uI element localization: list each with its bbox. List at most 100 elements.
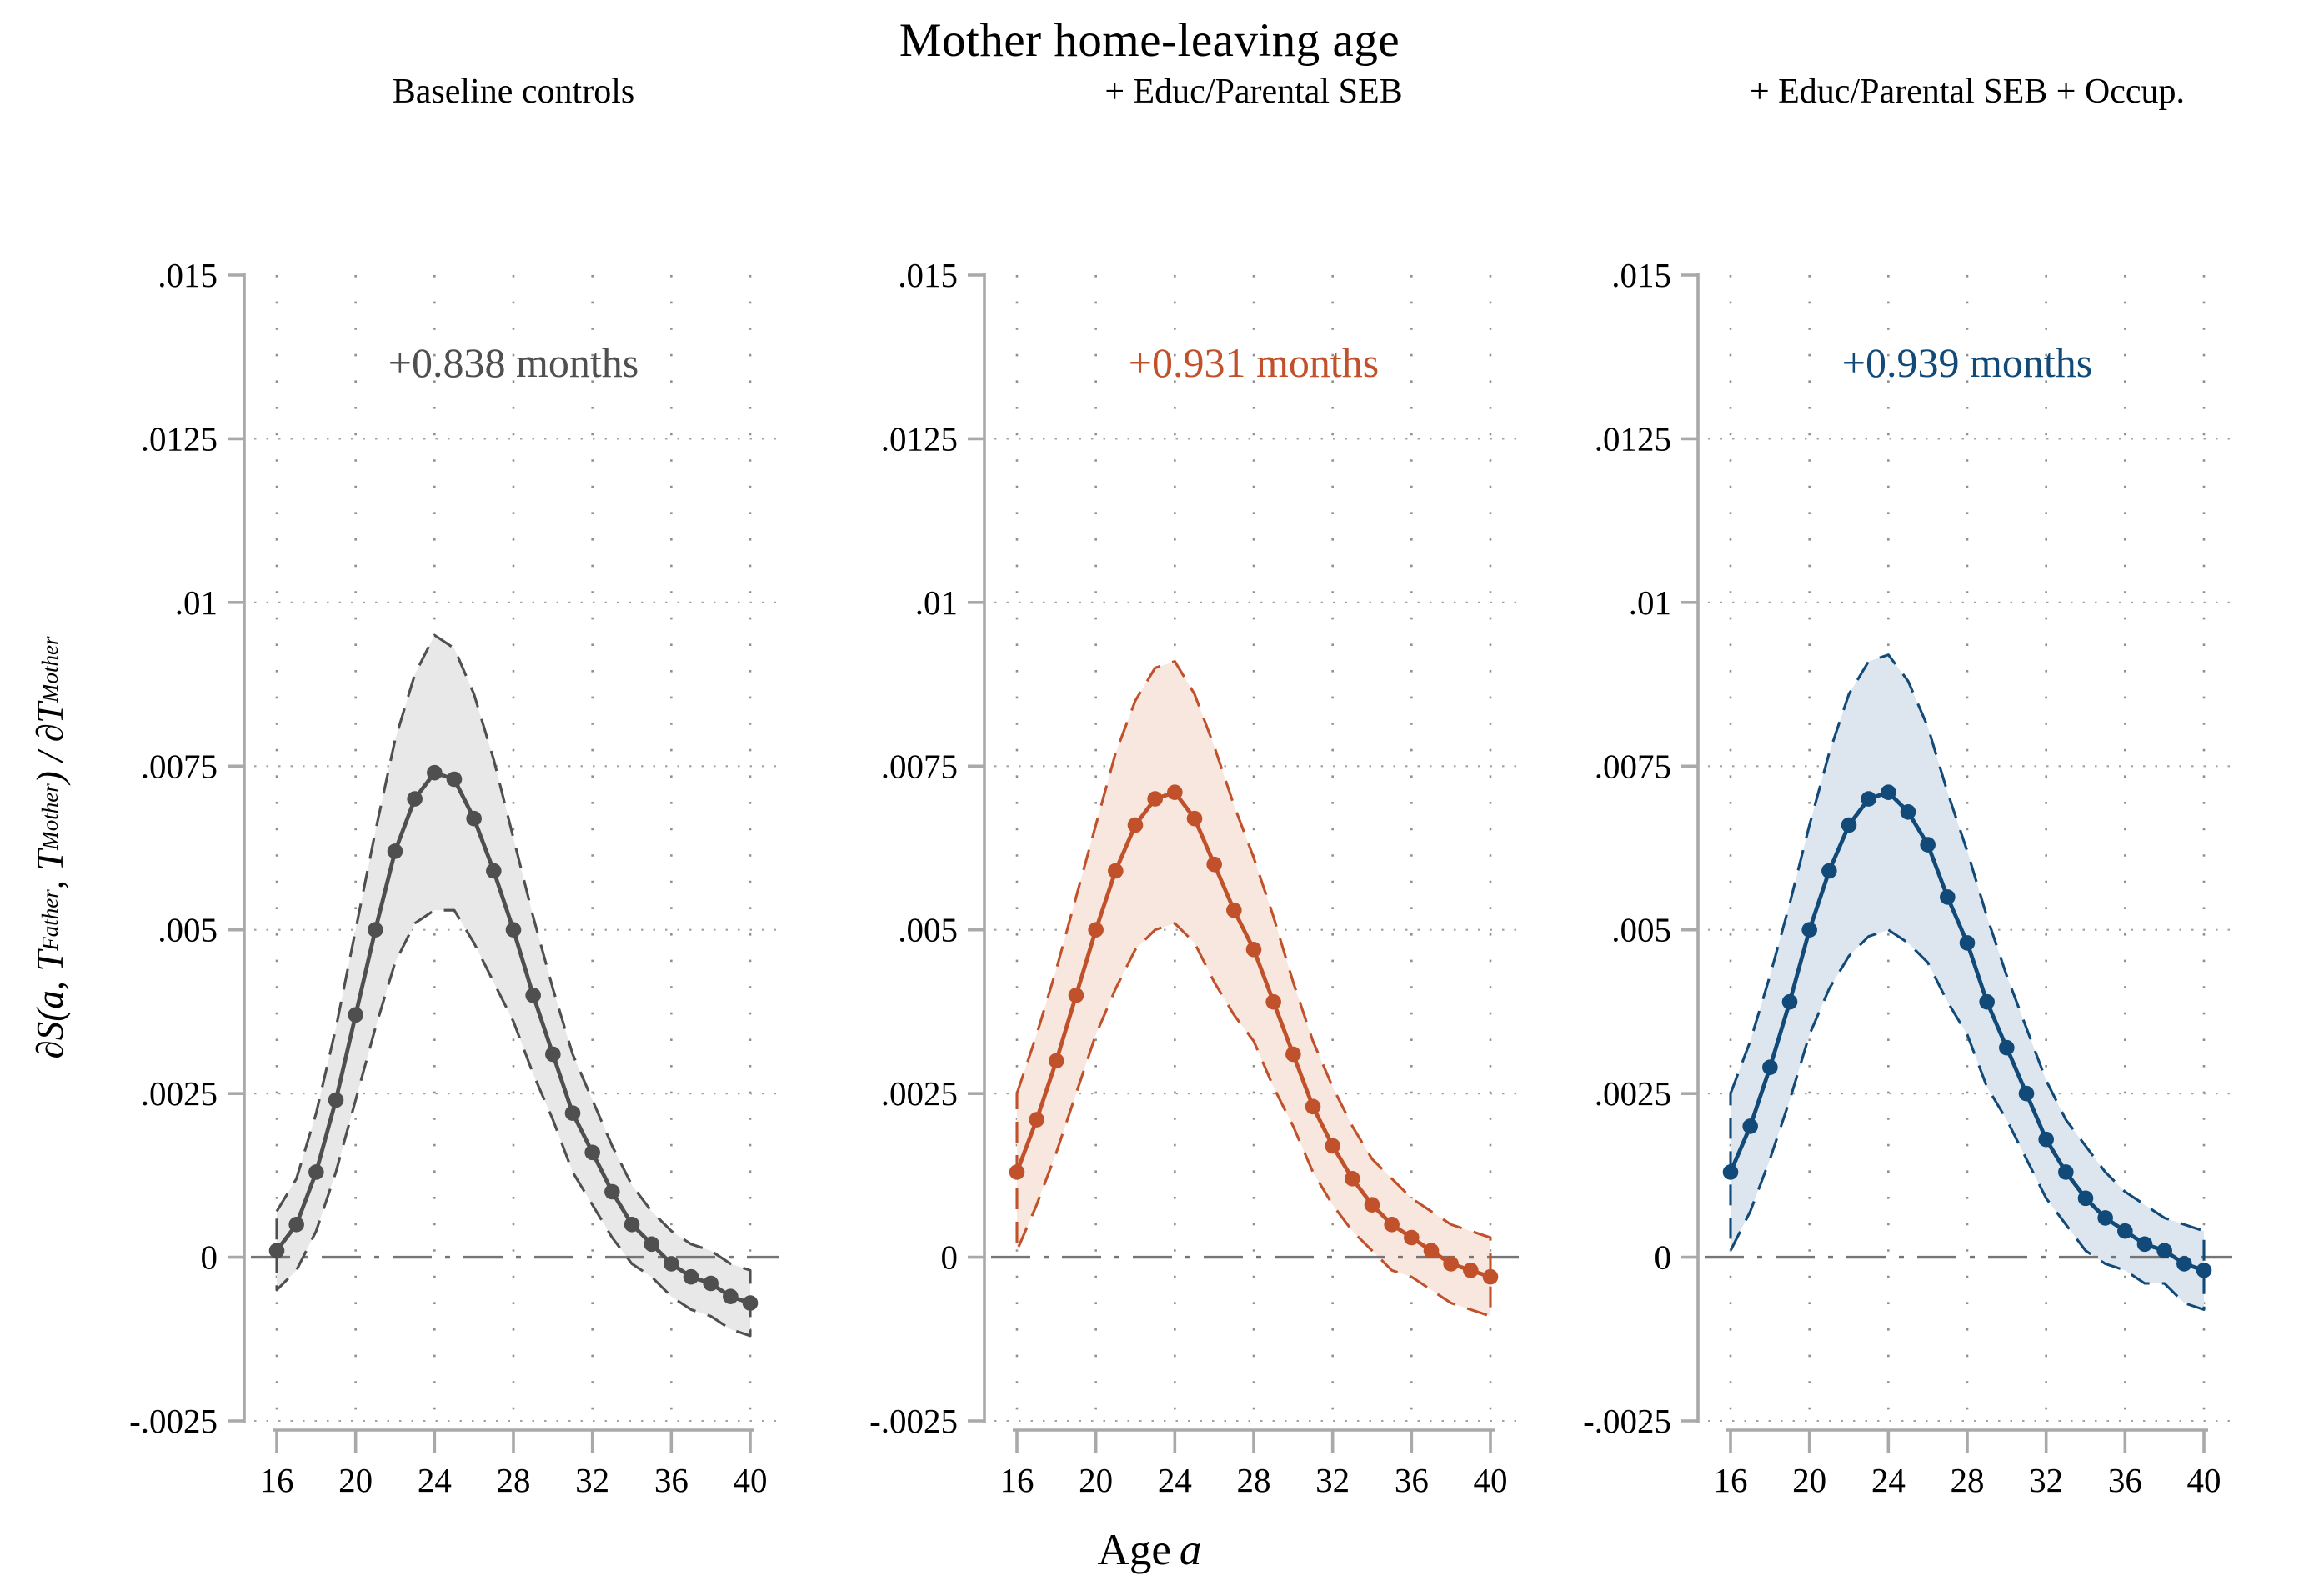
data-point-marker [1443, 1256, 1459, 1272]
x-tick-label: 16 [1714, 1461, 1748, 1499]
figure-title: Mother home-leaving age [899, 14, 1400, 67]
y-tick-label: .005 [898, 911, 958, 949]
y-tick-label: -.0025 [129, 1402, 218, 1440]
data-point-marker [2058, 1164, 2074, 1180]
data-point-marker [446, 771, 463, 788]
y-tick-label: -.0025 [1583, 1402, 1671, 1440]
data-point-marker [2097, 1210, 2113, 1226]
y-tick-label: .01 [915, 583, 958, 622]
data-point-marker [1959, 935, 1976, 951]
data-point-marker [1881, 784, 1896, 801]
annotation-educ-seb-occup: +0.939 months [1841, 339, 2093, 386]
y-tick-label: .0125 [881, 419, 958, 458]
data-point-marker [1722, 1164, 1739, 1180]
data-point-marker [1463, 1262, 1479, 1278]
data-point-marker [564, 1105, 581, 1122]
data-point-marker [1762, 1059, 1778, 1076]
x-tick-label: 40 [1474, 1461, 1508, 1499]
data-point-marker [1127, 817, 1144, 833]
data-point-marker [1482, 1268, 1499, 1285]
x-axis-title-variable: a [1179, 1526, 1202, 1574]
data-point-marker [664, 1256, 679, 1272]
data-point-marker [427, 764, 443, 781]
data-point-marker [1226, 902, 1242, 918]
data-point-marker [1245, 941, 1262, 958]
data-point-marker [1108, 863, 1124, 879]
y-tick-label: .0025 [141, 1074, 218, 1113]
panel-3: .015 .0125 .01 .0075 .005 .0025 0 -.0025 16 20 24 2… [1583, 256, 2237, 1499]
data-point-marker [268, 1243, 285, 1259]
y-tick-label: .01 [1629, 583, 1671, 622]
data-point-marker [545, 1046, 561, 1063]
data-point-marker [1900, 803, 1916, 820]
data-point-marker [2077, 1190, 2094, 1207]
ci-band [277, 635, 750, 1336]
data-point-marker [1841, 817, 1857, 833]
data-point-marker [1821, 863, 1837, 879]
x-tick-label: 40 [2187, 1461, 2221, 1499]
data-point-marker [1049, 1053, 1064, 1069]
data-point-marker [2117, 1223, 2133, 1239]
data-point-marker [723, 1288, 739, 1305]
y-tick-label: .0025 [1595, 1074, 1671, 1113]
y-tick-label: .0075 [141, 747, 218, 785]
x-tick-label: 16 [260, 1461, 294, 1499]
x-tick-label: 24 [418, 1461, 452, 1499]
y-tick-label: .015 [1611, 256, 1671, 294]
x-tick-label: 28 [497, 1461, 531, 1499]
panel-title-baseline: Baseline controls [392, 73, 635, 111]
y-tick-label: .0125 [141, 419, 218, 458]
data-point-marker [2018, 1085, 2035, 1102]
data-point-marker [584, 1144, 600, 1161]
data-point-marker [1029, 1112, 1044, 1128]
data-point-marker [2136, 1236, 2153, 1253]
x-tick-label: 28 [1237, 1461, 1271, 1499]
y-axis-title-segment: ∂S(a, T [29, 950, 71, 1059]
y-tick-label: .0075 [881, 747, 958, 785]
x-tick-label: 28 [1951, 1461, 1985, 1499]
data-point-marker [1781, 993, 1798, 1010]
x-tick-label: 36 [2108, 1461, 2142, 1499]
data-point-marker [1861, 791, 1876, 807]
y-tick-label: 0 [201, 1238, 218, 1277]
data-point-marker [1167, 784, 1183, 801]
data-point-marker [2176, 1256, 2192, 1272]
data-point-marker [683, 1268, 699, 1285]
data-point-marker [525, 987, 541, 1003]
data-point-marker [1325, 1138, 1340, 1154]
data-point-marker [644, 1236, 659, 1253]
ci-outline [1729, 653, 2206, 1311]
y-tick-label: .0075 [1595, 747, 1671, 785]
y-tick-label: .005 [1611, 911, 1671, 949]
y-axis-title: ∂S(a, T Father, T Mother) / ∂T Mother [29, 636, 71, 1059]
y-tick-label: .0025 [881, 1074, 958, 1113]
data-point-marker [486, 863, 502, 879]
data-point-marker [348, 1007, 363, 1023]
data-point-marker [604, 1183, 620, 1200]
panel-1: .015 .0125 .01 .0075 .005 .0025 0 -.0025 16 20 24 2… [129, 256, 784, 1499]
ci-outline [275, 633, 752, 1338]
y-axis-title-segment: , T [29, 849, 71, 890]
data-point-marker [505, 922, 522, 938]
x-tick-label: 20 [338, 1461, 373, 1499]
x-tick-label: 36 [654, 1461, 689, 1499]
x-tick-label: 32 [575, 1461, 609, 1499]
data-point-marker [407, 791, 423, 807]
annotation-educ-seb: +0.931 months [1128, 339, 1380, 386]
data-point-marker [1265, 993, 1281, 1010]
y-tick-label: .005 [158, 911, 218, 949]
data-point-marker [1364, 1197, 1380, 1213]
y-tick-label: .01 [175, 583, 218, 622]
y-tick-label: .015 [158, 256, 218, 294]
x-tick-label: 20 [1079, 1461, 1113, 1499]
data-point-marker [288, 1216, 304, 1233]
data-point-marker [742, 1295, 759, 1311]
y-tick-label: .015 [898, 256, 958, 294]
x-tick-label: 24 [1871, 1461, 1906, 1499]
data-point-marker [1801, 922, 1817, 938]
x-axis-title: Age a [0, 1525, 2299, 1575]
data-point-marker [1999, 1039, 2015, 1056]
x-axis-title-text: Age [1097, 1526, 1171, 1574]
